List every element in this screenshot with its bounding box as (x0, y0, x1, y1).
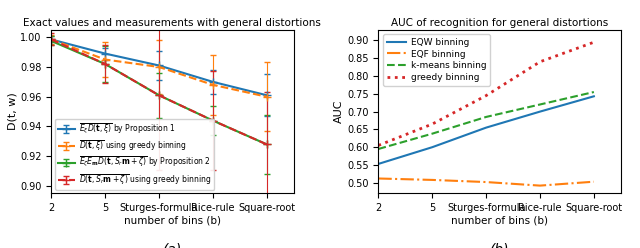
greedy binning (428, 123, 436, 125)
EQF binning (483, 181, 490, 184)
EQW binning (428, 146, 436, 149)
Line: k-means binning: k-means binning (378, 92, 594, 149)
Title: AUC of recognition for general distortions: AUC of recognition for general distortio… (391, 18, 608, 28)
Text: (a): (a) (163, 243, 182, 248)
Text: (b): (b) (490, 243, 509, 248)
Y-axis label: D(t, w): D(t, w) (7, 93, 17, 130)
X-axis label: number of bins (b): number of bins (b) (451, 216, 548, 226)
Legend: $\overline{E_\xi D(\mathbf{t}, \xi)}$ by Proposition 1, $\overline{D(\mathbf{t},: $\overline{E_\xi D(\mathbf{t}, \xi)}$ by… (55, 119, 214, 190)
EQW binning (590, 95, 598, 98)
EQF binning (536, 184, 544, 187)
Title: Exact values and measurements with general distortions: Exact values and measurements with gener… (24, 18, 321, 28)
EQW binning (536, 110, 544, 113)
Line: EQF binning: EQF binning (378, 179, 594, 186)
Legend: EQW binning, EQF binning, k-means binning, greedy binning: EQW binning, EQF binning, k-means binnin… (383, 34, 490, 86)
EQW binning (483, 126, 490, 129)
k-means binning (483, 116, 490, 119)
k-means binning (374, 148, 382, 151)
greedy binning (590, 41, 598, 44)
greedy binning (536, 60, 544, 63)
X-axis label: number of bins (b): number of bins (b) (124, 216, 221, 226)
k-means binning (536, 103, 544, 106)
k-means binning (590, 91, 598, 93)
EQF binning (590, 180, 598, 183)
Line: greedy binning: greedy binning (378, 42, 594, 145)
EQW binning (374, 162, 382, 165)
EQF binning (374, 177, 382, 180)
Line: EQW binning: EQW binning (378, 96, 594, 164)
greedy binning (483, 94, 490, 97)
k-means binning (428, 132, 436, 135)
greedy binning (374, 144, 382, 147)
EQF binning (428, 178, 436, 181)
Y-axis label: AUC: AUC (334, 100, 344, 123)
